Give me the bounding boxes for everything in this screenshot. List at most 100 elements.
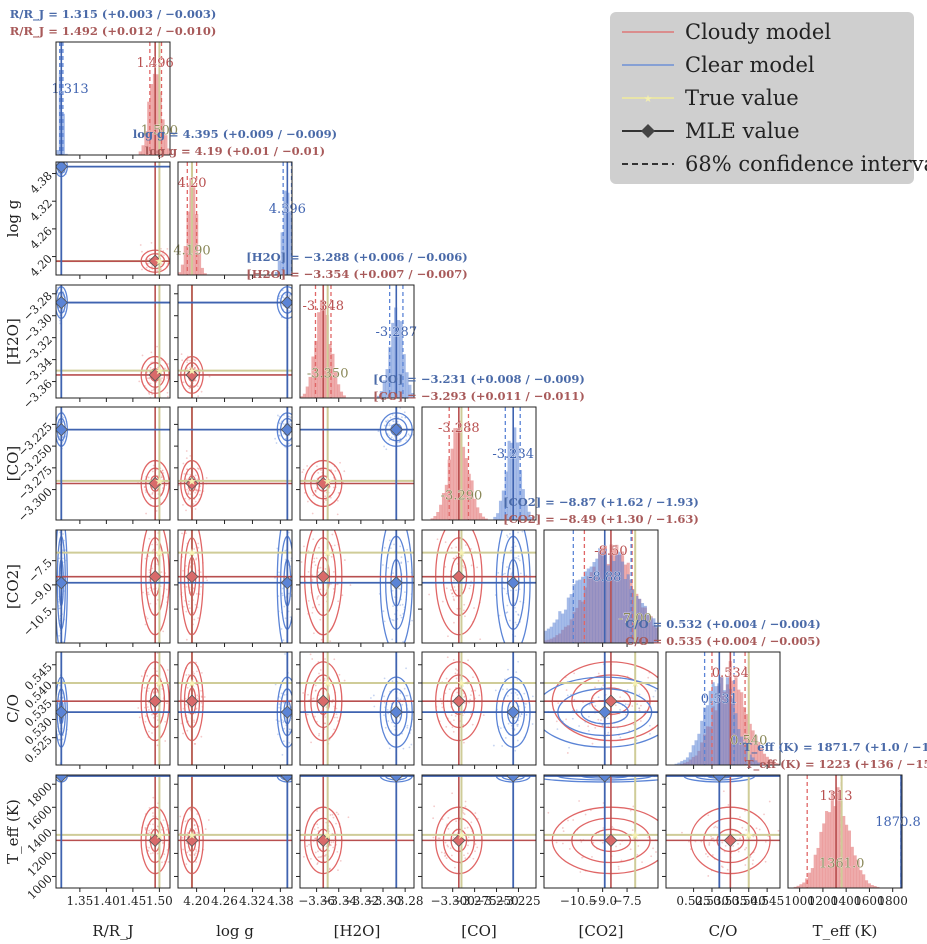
sample-point-clear [517, 613, 520, 616]
sample-point-clear [288, 692, 290, 694]
sample-point-cloudy [652, 847, 654, 850]
sample-point-clear [541, 775, 543, 777]
hist-bar-cloudy [740, 692, 744, 765]
true-star: ★ [187, 677, 197, 690]
sample-point-cloudy [184, 509, 186, 511]
mle-diamond-cloudy [316, 476, 330, 491]
sample-point-cloudy [200, 735, 203, 738]
cloudy-title: [H2O] = −3.354 (+0.007 / −0.007) [246, 267, 467, 281]
sample-point-cloudy [143, 706, 146, 709]
sample-point-cloudy [638, 709, 641, 712]
clear-value-label: -3.234 [492, 447, 534, 462]
sample-point-cloudy [316, 598, 319, 600]
sample-point-cloudy [151, 470, 154, 473]
true-value-label: 1.500 [141, 124, 178, 139]
sample-point-cloudy [149, 831, 151, 834]
sample-point-clear [284, 293, 287, 295]
hist-bar-cloudy [822, 823, 826, 888]
x-axis-label-c_o: C/O [709, 922, 738, 940]
sample-point-cloudy [464, 615, 466, 618]
sample-point-cloudy [470, 564, 473, 567]
sample-point-clear [277, 414, 279, 417]
sample-point-cloudy [182, 707, 185, 710]
sample-point-cloudy [193, 672, 196, 675]
sample-point-clear [62, 533, 65, 535]
sample-point-clear [408, 434, 411, 437]
sample-point-cloudy [152, 464, 155, 467]
sample-point-cloudy [469, 698, 471, 701]
mle-diamond-clear [506, 775, 520, 783]
x-tick-label: −3.34 [320, 894, 357, 908]
hist-bar-cloudy [144, 131, 148, 155]
sample-point-clear [510, 573, 513, 576]
mle-diamond-cloudy [452, 570, 466, 584]
sample-point-clear [293, 572, 295, 574]
cloudy-title: R/R_J = 1.492 (+0.012 / −0.010) [10, 24, 217, 39]
hist-bar-clear [280, 232, 284, 275]
sample-point-clear [520, 713, 523, 716]
sample-point-cloudy [565, 689, 568, 691]
hist-bar-cloudy [453, 428, 457, 520]
sample-point-clear [62, 416, 65, 419]
sample-point-clear [404, 416, 407, 419]
sample-point-clear [519, 572, 522, 575]
sample-point-cloudy [453, 599, 456, 602]
sample-point-clear [392, 619, 395, 622]
hist-bar-clear [530, 517, 534, 520]
sample-point-clear [400, 561, 403, 564]
sample-point-clear [293, 441, 295, 443]
hist-bar-cloudy [799, 884, 803, 888]
sample-point-cloudy [745, 829, 748, 831]
x-tick-label: 4.32 [239, 894, 266, 908]
sample-point-cloudy [148, 377, 151, 380]
mle-diamond-cloudy [185, 833, 199, 847]
sample-point-cloudy [659, 713, 661, 715]
mle-diamond-clear [56, 705, 68, 719]
sample-point-cloudy [671, 693, 673, 695]
sample-point-clear [510, 692, 513, 694]
sample-point-cloudy [471, 723, 474, 726]
sample-point-clear [510, 589, 512, 592]
mle-diamond-clear [712, 775, 726, 783]
sample-point-clear [661, 701, 663, 703]
sample-point-clear [407, 560, 409, 563]
sample-point-cloudy [444, 566, 447, 568]
hist-bar-clear [674, 763, 678, 765]
sample-point-clear [288, 415, 290, 418]
sample-point-cloudy [591, 855, 593, 858]
sample-point-cloudy [319, 469, 322, 471]
mle-diamond-clear [389, 423, 403, 437]
sample-point-clear [288, 741, 291, 744]
sample-point-cloudy [185, 509, 187, 512]
sample-point-cloudy [147, 591, 149, 594]
hist-bar-cloudy [762, 753, 767, 765]
hist-bar-cloudy [473, 498, 477, 520]
sample-point-cloudy [182, 848, 184, 851]
sample-point-cloudy [479, 638, 482, 641]
sample-point-cloudy [450, 714, 453, 717]
sample-point-cloudy [338, 673, 341, 676]
sample-point-cloudy [679, 820, 681, 822]
sample-point-cloudy [196, 831, 199, 834]
sample-point-clear [396, 697, 399, 700]
hist-bar-cloudy [192, 184, 196, 275]
sample-point-clear [278, 720, 280, 723]
sample-point-cloudy [450, 854, 453, 857]
sample-point-clear [294, 419, 296, 421]
sample-point-clear [296, 775, 298, 777]
sample-point-clear [509, 619, 511, 622]
sample-point-clear [399, 440, 402, 443]
sample-point-cloudy [306, 845, 308, 848]
sample-point-clear [402, 747, 405, 750]
sample-point-cloudy [464, 857, 467, 860]
sample-point-cloudy [758, 828, 761, 831]
sample-point-clear [649, 732, 651, 735]
sample-point-cloudy [313, 715, 316, 718]
panel-frame [787, 774, 903, 889]
sample-point-clear [594, 705, 597, 707]
sample-point-clear [525, 703, 527, 705]
sample-point-cloudy [325, 853, 327, 856]
sample-point-cloudy [167, 362, 169, 365]
hist-bar-cloudy [186, 211, 190, 275]
sample-point-cloudy [301, 471, 304, 474]
